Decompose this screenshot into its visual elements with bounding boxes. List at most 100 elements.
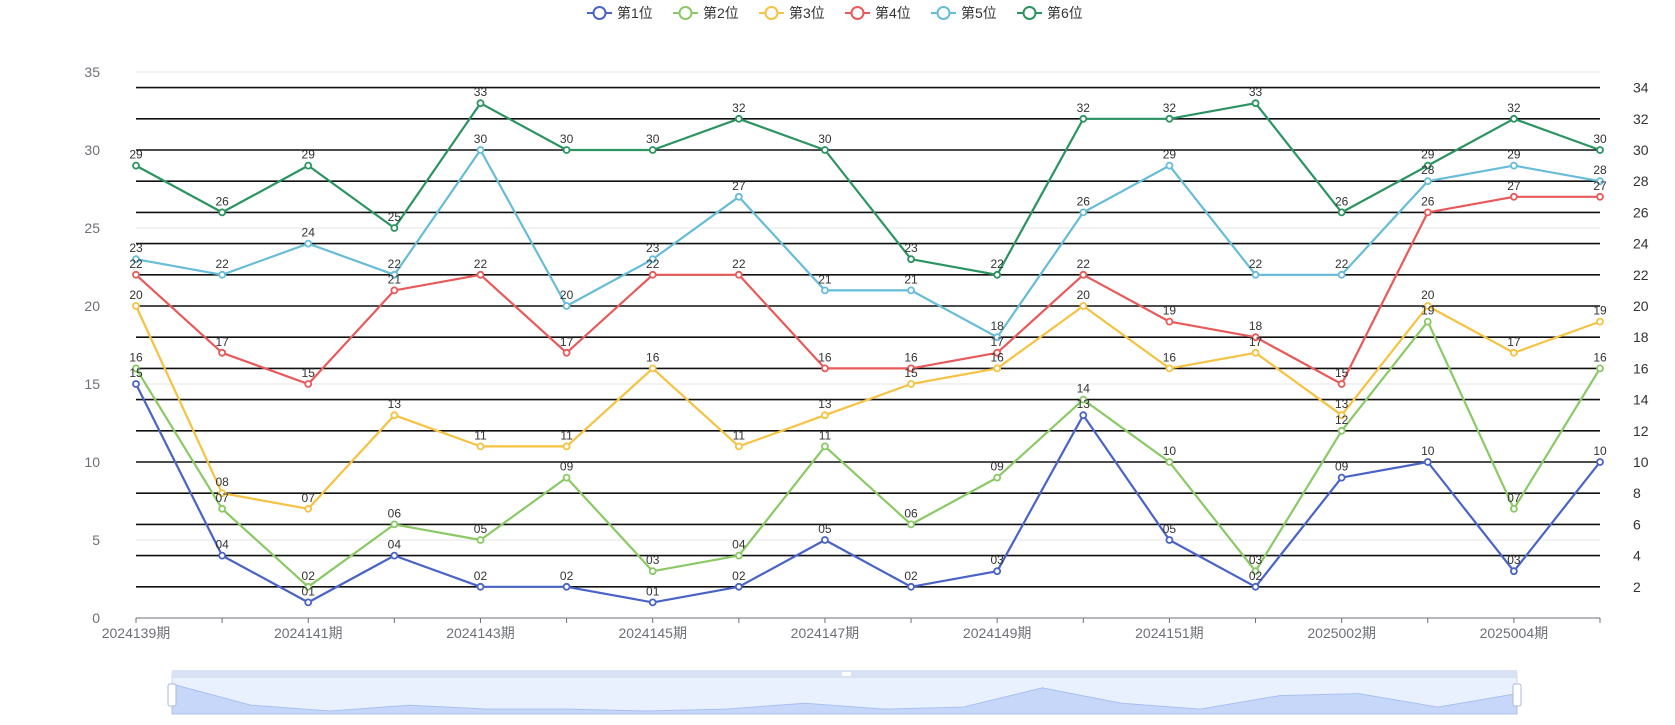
data-point[interactable] [907, 520, 915, 529]
data-point[interactable] [562, 442, 571, 451]
data-point[interactable] [304, 161, 313, 170]
data-point[interactable] [132, 364, 140, 373]
data-point[interactable] [1423, 317, 1432, 326]
data-point[interactable] [734, 442, 743, 451]
data-point[interactable] [821, 286, 829, 295]
data-point[interactable] [993, 567, 1002, 576]
data-point[interactable] [1165, 317, 1174, 326]
zoom-handle-right[interactable] [1512, 683, 1522, 707]
data-point[interactable] [132, 161, 140, 170]
data-point[interactable] [1165, 364, 1174, 373]
data-point[interactable] [1423, 161, 1432, 170]
data-point[interactable] [1337, 208, 1346, 217]
data-point[interactable] [993, 270, 1002, 279]
data-point[interactable] [907, 582, 915, 591]
data-point[interactable] [304, 239, 313, 248]
data-point[interactable] [648, 270, 657, 279]
data-point[interactable] [1251, 567, 1260, 576]
data-point[interactable] [132, 380, 140, 388]
data-point[interactable] [734, 582, 743, 591]
data-point[interactable] [734, 551, 743, 560]
data-point[interactable] [1337, 270, 1346, 279]
data-point[interactable] [304, 582, 313, 591]
data-point[interactable] [476, 582, 485, 591]
data-point[interactable] [1509, 504, 1518, 513]
data-point[interactable] [907, 286, 915, 295]
data-point[interactable] [648, 364, 657, 373]
legend-item-6[interactable]: 第6位 [1017, 5, 1083, 21]
data-point[interactable] [1251, 270, 1260, 279]
data-point[interactable] [476, 99, 485, 108]
data-zoom-slider[interactable] [167, 670, 1522, 715]
data-point[interactable] [1596, 458, 1604, 466]
data-point[interactable] [821, 536, 829, 544]
data-point[interactable] [476, 146, 485, 154]
data-point[interactable] [1509, 192, 1518, 201]
data-point[interactable] [907, 380, 915, 388]
data-point[interactable] [390, 520, 399, 529]
data-point[interactable] [218, 208, 227, 217]
legend-item-4[interactable]: 第4位 [845, 5, 911, 21]
data-point[interactable] [218, 348, 227, 357]
data-point[interactable] [993, 364, 1002, 373]
data-point[interactable] [993, 473, 1002, 482]
data-point[interactable] [562, 146, 571, 154]
data-point[interactable] [821, 364, 829, 373]
data-point[interactable] [1509, 348, 1518, 357]
data-point[interactable] [648, 146, 657, 154]
data-point[interactable] [1509, 567, 1518, 576]
data-point[interactable] [132, 270, 140, 279]
data-point[interactable] [821, 442, 829, 451]
data-point[interactable] [476, 536, 485, 544]
data-point[interactable] [218, 551, 227, 560]
data-point[interactable] [1337, 426, 1346, 435]
data-point[interactable] [1079, 270, 1088, 279]
data-point[interactable] [390, 270, 399, 279]
data-point[interactable] [1423, 302, 1432, 310]
data-point[interactable] [1596, 146, 1604, 154]
data-point[interactable] [390, 224, 399, 232]
data-point[interactable] [562, 582, 571, 591]
data-point[interactable] [390, 411, 399, 420]
data-point[interactable] [390, 286, 399, 295]
data-point[interactable] [1596, 177, 1604, 186]
data-point[interactable] [304, 598, 313, 607]
data-point[interactable] [734, 114, 743, 123]
data-point[interactable] [476, 270, 485, 279]
data-point[interactable] [1165, 161, 1174, 170]
data-point[interactable] [1509, 161, 1518, 170]
data-point[interactable] [390, 551, 399, 560]
legend-item-5[interactable]: 第5位 [931, 5, 997, 21]
data-point[interactable] [562, 348, 571, 357]
data-point[interactable] [1251, 348, 1260, 357]
data-point[interactable] [1596, 192, 1604, 201]
data-point[interactable] [304, 504, 313, 513]
data-point[interactable] [734, 270, 743, 279]
data-point[interactable] [1079, 302, 1088, 310]
data-point[interactable] [821, 146, 829, 154]
data-point[interactable] [1251, 333, 1260, 342]
data-point[interactable] [1079, 114, 1088, 123]
data-point[interactable] [1251, 99, 1260, 108]
data-point[interactable] [1596, 364, 1604, 373]
data-point[interactable] [648, 598, 657, 607]
data-point[interactable] [132, 255, 140, 264]
data-point[interactable] [1165, 458, 1174, 466]
data-point[interactable] [1165, 114, 1174, 123]
legend-item-1[interactable]: 第1位 [587, 5, 653, 21]
data-point[interactable] [648, 255, 657, 264]
data-point[interactable] [648, 567, 657, 576]
data-point[interactable] [1509, 114, 1518, 123]
zoom-move-grip[interactable] [842, 672, 851, 676]
zoom-selection[interactable] [172, 673, 1517, 714]
data-point[interactable] [1079, 208, 1088, 217]
data-point[interactable] [218, 504, 227, 513]
data-point[interactable] [734, 192, 743, 201]
data-point[interactable] [1079, 411, 1088, 420]
data-point[interactable] [1423, 458, 1432, 466]
data-point[interactable] [1251, 582, 1260, 591]
data-point[interactable] [1596, 317, 1604, 326]
data-point[interactable] [1423, 208, 1432, 217]
data-point[interactable] [1337, 411, 1346, 420]
data-point[interactable] [1423, 177, 1432, 186]
